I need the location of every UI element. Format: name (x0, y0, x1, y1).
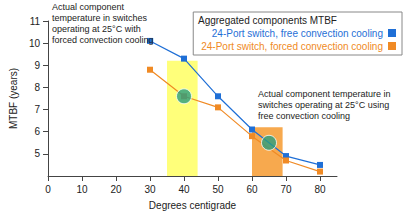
svg-text:24-Port switch, free convectio: 24-Port switch, free convection cooling (212, 28, 383, 39)
svg-text:8: 8 (34, 82, 40, 93)
svg-text:forced convection cooling: forced convection cooling (52, 35, 154, 45)
svg-text:0: 0 (45, 184, 51, 195)
svg-text:30: 30 (144, 184, 156, 195)
svg-text:40: 40 (178, 184, 190, 195)
svg-text:10: 10 (76, 184, 88, 195)
svg-text:50: 50 (212, 184, 224, 195)
svg-text:7: 7 (34, 104, 40, 115)
svg-text:Degrees centigrade: Degrees centigrade (149, 200, 237, 211)
svg-text:11: 11 (30, 16, 41, 27)
svg-text:free convection cooling: free convection cooling (258, 111, 350, 121)
svg-text:6: 6 (34, 126, 40, 137)
svg-text:switches operating at 25°C usi: switches operating at 25°C using (258, 100, 389, 110)
svg-text:temperature in switches: temperature in switches (52, 13, 148, 23)
svg-text:Actual component: Actual component (52, 2, 125, 12)
svg-text:operating at 25°C with: operating at 25°C with (52, 24, 141, 34)
svg-text:70: 70 (280, 184, 292, 195)
svg-text:5: 5 (34, 148, 40, 159)
svg-text:24-Port switch, forced convect: 24-Port switch, forced convection coolin… (201, 41, 383, 52)
svg-text:20: 20 (110, 184, 122, 195)
svg-text:60: 60 (246, 184, 258, 195)
svg-text:10: 10 (29, 38, 41, 49)
svg-text:Actual component temperature i: Actual component temperature in (258, 89, 391, 99)
svg-text:9: 9 (34, 60, 40, 71)
svg-text:Aggregated components MTBF: Aggregated components MTBF (198, 15, 337, 26)
svg-text:80: 80 (314, 184, 326, 195)
svg-text:MTBF (years): MTBF (years) (8, 68, 19, 129)
